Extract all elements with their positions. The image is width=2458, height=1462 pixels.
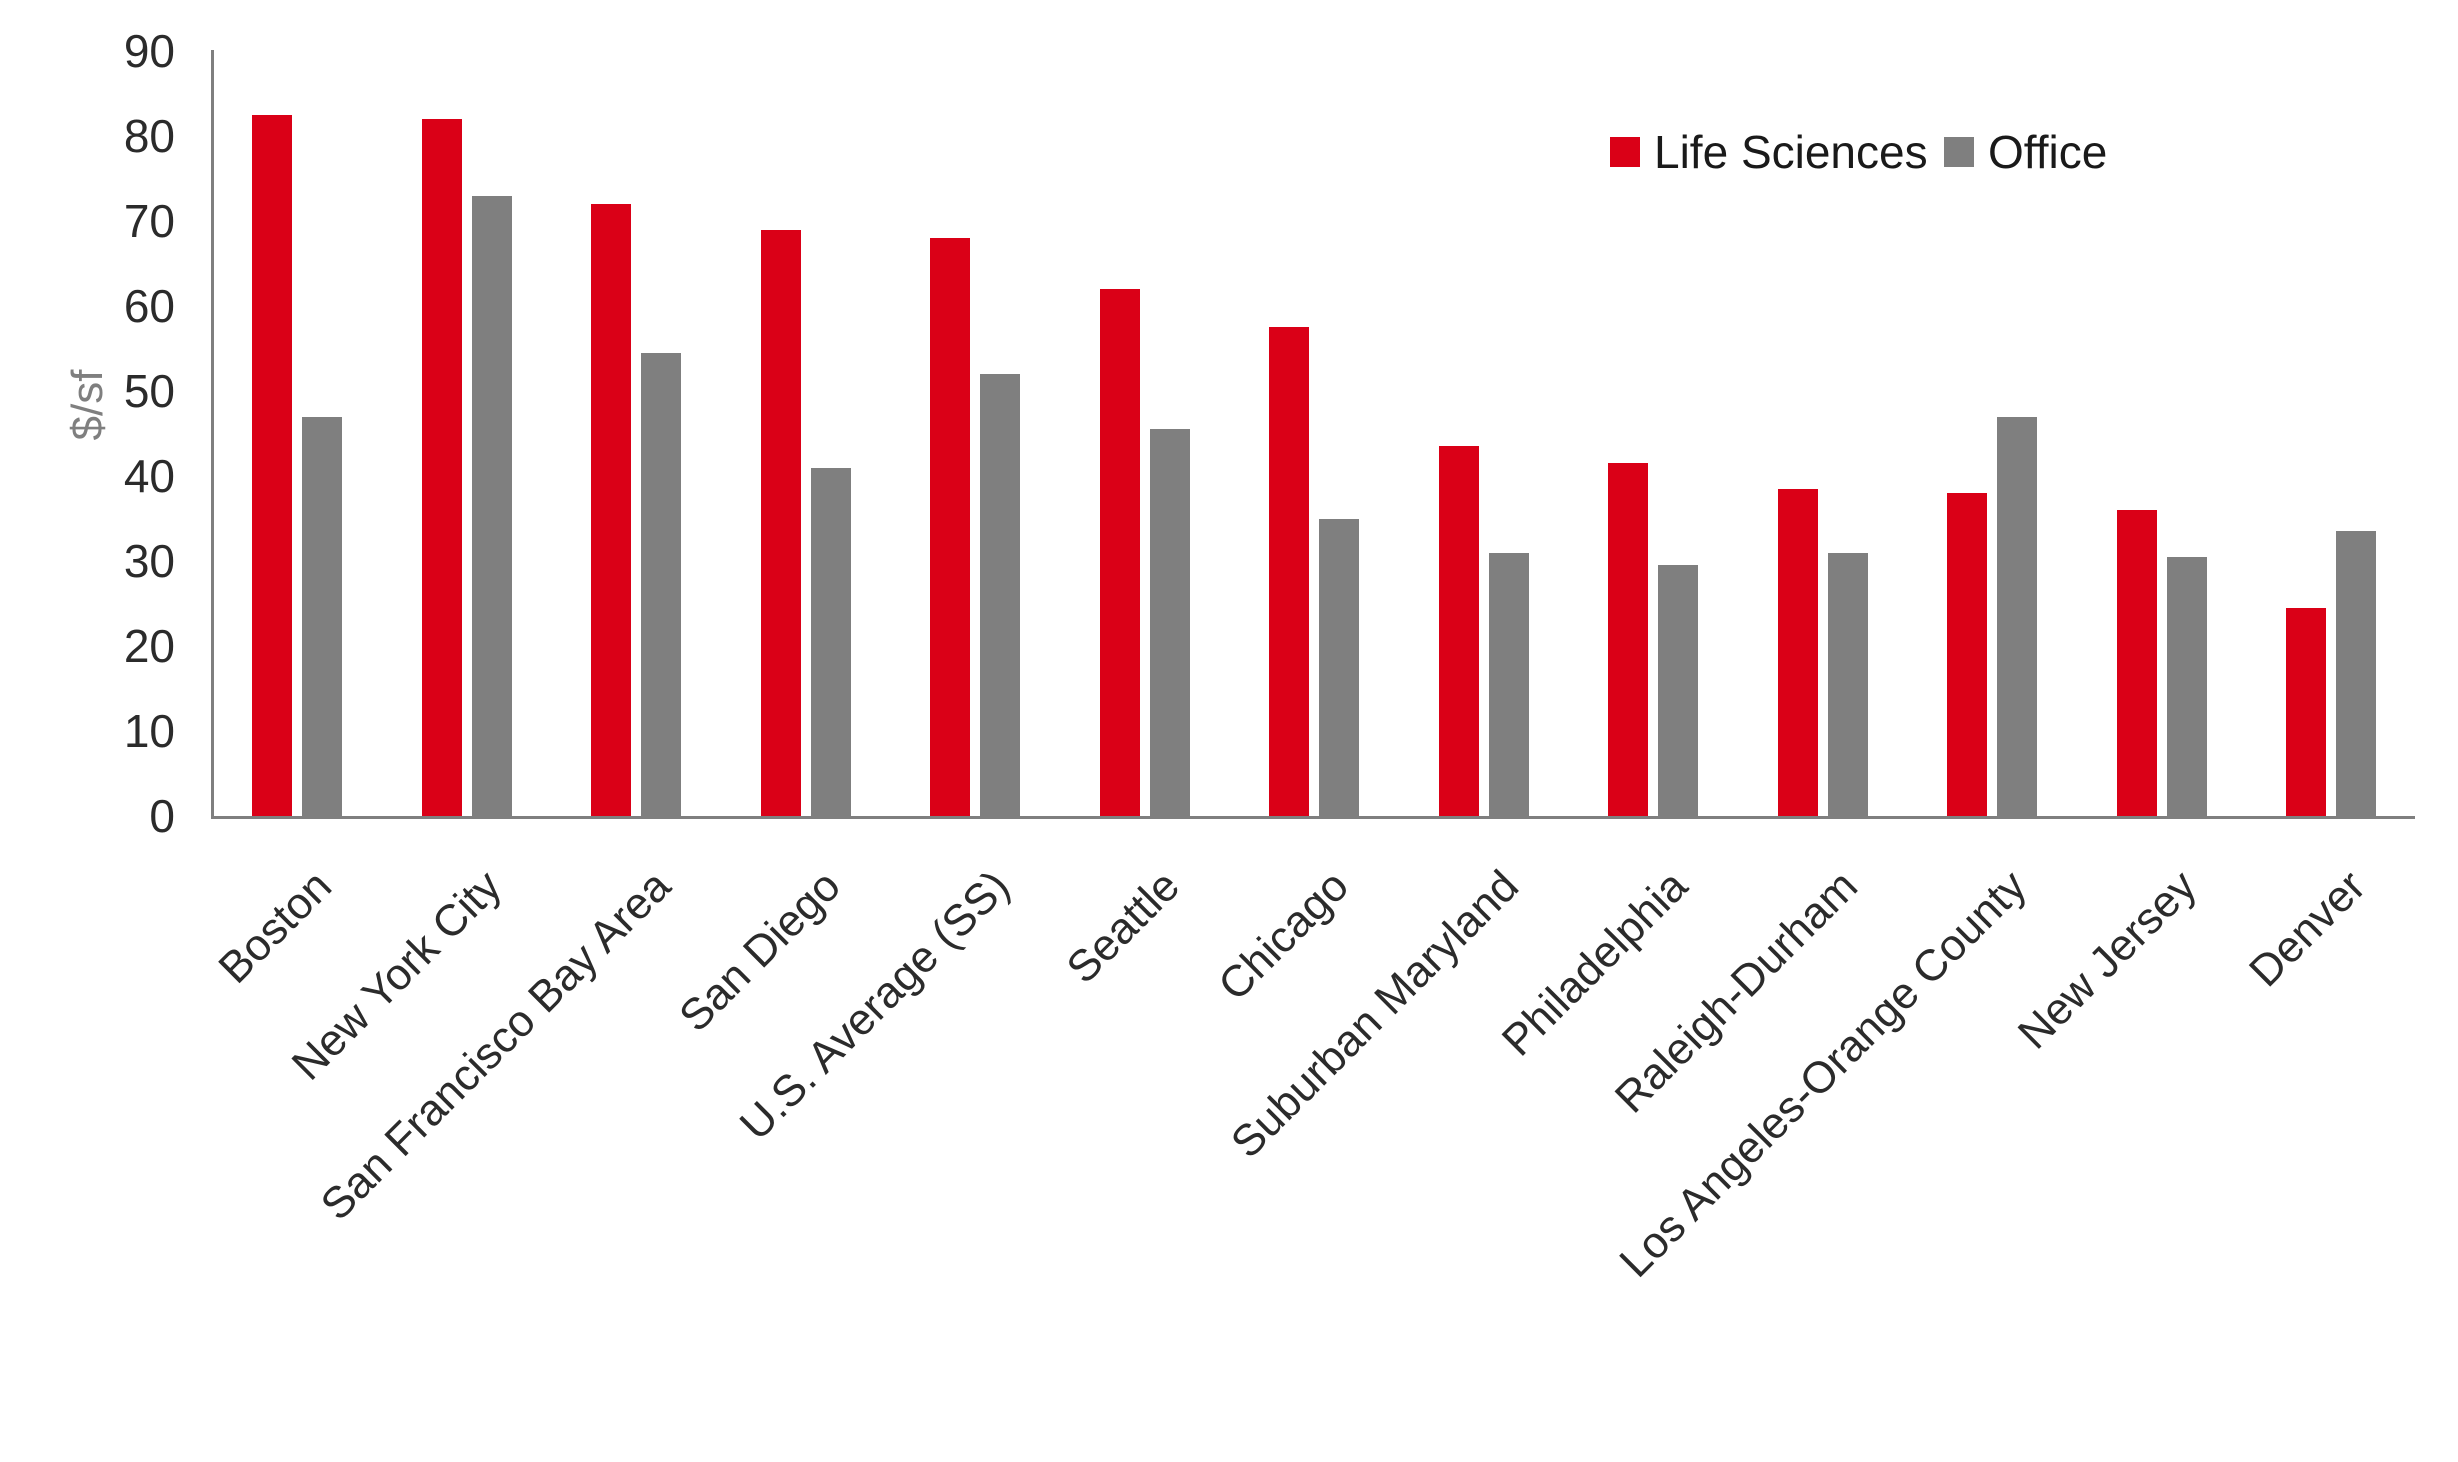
bar-life-sciences-new-york-city	[421, 119, 462, 816]
bar-office-philadelphia	[1658, 565, 1698, 816]
y-axis-line	[211, 50, 214, 819]
x-axis-label-raleigh-durham: Raleigh-Durham	[1605, 861, 1867, 1123]
x-axis-label-seattle: Seattle	[1056, 861, 1189, 993]
bar-life-sciences-new-jersey	[2116, 510, 2157, 816]
bar-life-sciences-suburban-maryland	[1438, 446, 1479, 816]
bar-office-boston	[302, 416, 342, 816]
bar-life-sciences-chicago	[1269, 327, 1309, 816]
bar-office-denver	[2336, 531, 2376, 816]
bar-office-chicago	[1319, 518, 1359, 816]
y-tick-label-50: 50	[123, 365, 175, 417]
bar-life-sciences-boston	[252, 114, 292, 816]
bar-life-sciences-san-diego	[760, 229, 801, 816]
bar-office-san-francisco-bay-area	[641, 352, 681, 816]
x-axis-label-los-angeles-orange-county: Los Angeles-Orange County	[1610, 861, 2036, 1287]
bar-office-san-diego	[810, 467, 851, 816]
legend-label-life-sciences: Life Sciences	[1654, 126, 1928, 178]
y-tick-label-70: 70	[123, 195, 175, 247]
bar-office-u-s-average-ss	[980, 374, 1020, 816]
y-tick-label-90: 90	[123, 25, 175, 77]
y-tick-label-40: 40	[123, 450, 175, 502]
bar-life-sciences-los-angeles-orange-county	[1947, 493, 1987, 816]
y-tick-label-0: 0	[149, 790, 175, 842]
y-tick-label-20: 20	[123, 620, 175, 672]
x-axis-label-chicago: Chicago	[1209, 861, 1358, 1011]
bar-life-sciences-denver	[2286, 607, 2326, 816]
bar-office-raleigh-durham	[1827, 552, 1868, 816]
bar-office-suburban-maryland	[1488, 552, 1529, 816]
x-axis-label-new-jersey: New Jersey	[2008, 861, 2206, 1059]
legend-swatch-office	[1944, 137, 1974, 167]
bar-life-sciences-seattle	[1099, 289, 1140, 816]
legend-swatch-life-sciences	[1610, 137, 1640, 167]
y-tick-label-60: 60	[123, 280, 175, 332]
bar-office-seattle	[1149, 429, 1190, 816]
x-axis-label-u-s-average-ss: U.S. Average (SS)	[730, 861, 1019, 1150]
x-axis-label-denver: Denver	[2239, 861, 2375, 997]
legend-item-life-sciences: Life Sciences	[1610, 126, 1928, 178]
y-tick-label-80: 80	[123, 110, 175, 162]
bar-office-new-york-city	[471, 195, 512, 816]
legend-item-office: Office	[1944, 126, 2107, 178]
bar-chart-canvas: $/sf 0 10 20 30 40 50 60 70 80 90 Boston New York …	[63, 25, 2415, 1287]
x-axis-line	[211, 816, 2415, 819]
bar-life-sciences-san-francisco-bay-area	[591, 204, 631, 816]
bar-life-sciences-u-s-average-ss	[930, 238, 970, 816]
bar-life-sciences-philadelphia	[1608, 463, 1648, 816]
x-axis-label-san-francisco-bay-area: San Francisco Bay Area	[311, 861, 680, 1230]
x-axis-label-san-diego: San Diego	[669, 861, 850, 1042]
legend-label-office: Office	[1988, 126, 2108, 178]
y-tick-label-10: 10	[123, 705, 175, 757]
bar-office-new-jersey	[2166, 556, 2207, 816]
bar-life-sciences-raleigh-durham	[1777, 488, 1818, 816]
x-axis-label-philadelphia: Philadelphia	[1492, 861, 1697, 1066]
x-axis-label-suburban-maryland: Suburban Maryland	[1221, 861, 1528, 1168]
bar-office-los-angeles-orange-county	[1997, 416, 2037, 816]
y-tick-label-30: 30	[123, 535, 175, 587]
